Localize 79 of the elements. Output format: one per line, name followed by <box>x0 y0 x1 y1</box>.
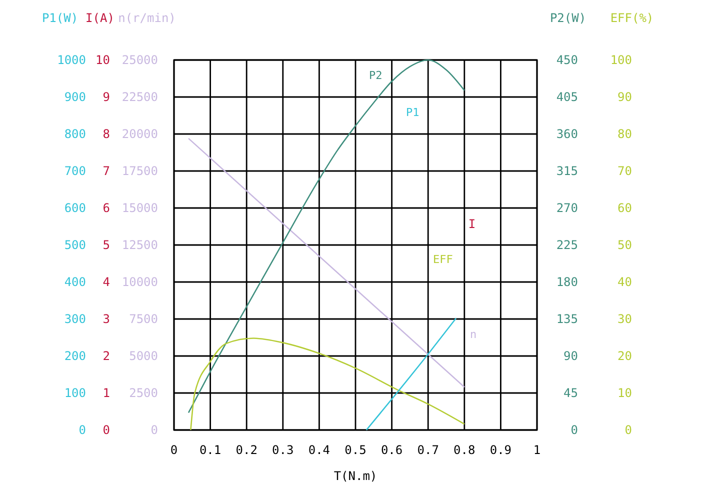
y3-tick-label: 200 <box>64 349 86 364</box>
y-tick-label: 15000 <box>122 201 158 216</box>
y3-tick-label: 900 <box>64 90 86 104</box>
y3-tick-label: 500 <box>64 238 86 252</box>
y2-axis-title: EFF(%) <box>610 11 654 25</box>
x-tick-label: 1 <box>533 443 541 457</box>
y2-tick-label: 100 <box>610 53 632 68</box>
x-tick-label: 0.8 <box>454 443 476 457</box>
y2-tick-label: 80 <box>618 127 632 142</box>
text: n <box>470 328 477 341</box>
y2-tick-label: 60 <box>618 201 632 216</box>
y2-tick-label: 225 <box>556 238 578 252</box>
y-tick-label: 5000 <box>129 349 158 364</box>
x-tick-label: 0.3 <box>272 443 294 457</box>
y3-axis-title: P1(W) <box>42 11 78 25</box>
y-tick-label: 9 <box>102 90 110 104</box>
y-tick-label: 0 <box>150 423 158 438</box>
y3-tick-label: 400 <box>64 275 86 290</box>
y-tick-label: 10000 <box>122 275 158 290</box>
text: P1 <box>406 106 420 119</box>
y2-tick-label: 450 <box>556 53 578 68</box>
y2-tick-label: 70 <box>618 164 632 178</box>
y2-tick-label: 360 <box>556 127 578 142</box>
y-tick-label: 22500 <box>122 90 158 104</box>
y2-tick-label: 405 <box>556 90 578 104</box>
x-tick-label: 0.7 <box>417 443 439 457</box>
y2-tick-label: 90 <box>564 349 578 364</box>
y3-tick-label: 100 <box>64 386 86 400</box>
y2-tick-label: 30 <box>618 312 632 326</box>
x-tick-label: 0.5 <box>344 443 366 457</box>
x-tick-label: 0.4 <box>308 443 330 457</box>
y2-tick-label: 0 <box>624 423 632 438</box>
y-tick-label: 17500 <box>122 164 158 178</box>
y-tick-label: 4 <box>102 275 110 290</box>
y-tick-label: 7 <box>102 164 110 178</box>
x-tick-label: 0.1 <box>199 443 222 457</box>
y2-tick-label: 40 <box>618 275 632 290</box>
y-tick-label: 6 <box>102 201 110 216</box>
y3-tick-label: 800 <box>64 127 86 142</box>
y-tick-label: 12500 <box>122 238 158 252</box>
y-tick-label: 7500 <box>129 312 158 326</box>
y-axis-title: n(r/min) <box>118 11 176 25</box>
y2-tick-label: 135 <box>556 312 578 326</box>
x-tick-label: 0.2 <box>236 443 258 457</box>
y2-tick-label: 45 <box>564 386 578 400</box>
y-tick-label: 5 <box>102 238 110 252</box>
y2-tick-label: 315 <box>556 164 578 178</box>
y3-tick-label: 0 <box>78 423 86 438</box>
y2-tick-label: 50 <box>618 238 632 252</box>
y2-tick-label: 0 <box>570 423 578 438</box>
x-tick-label: 0.9 <box>490 443 512 457</box>
text: EFF <box>433 253 453 266</box>
y-tick-label: 2500 <box>129 386 158 400</box>
y-tick-label: 8 <box>102 127 110 142</box>
x-tick-label: 0.6 <box>380 443 403 457</box>
y2-axis-title: P2(W) <box>550 11 586 25</box>
line-series <box>190 338 466 431</box>
y-tick-label: 10 <box>96 53 110 68</box>
y3-tick-label: 600 <box>64 201 86 216</box>
y-tick-label: 0 <box>102 423 110 438</box>
y-tick-label: 3 <box>102 312 110 326</box>
y-tick-label: 2 <box>102 349 110 364</box>
y-tick-label: 20000 <box>122 127 158 142</box>
y2-tick-label: 20 <box>618 349 632 364</box>
x-axis-title: T(N.m) <box>334 469 378 483</box>
y2-tick-label: 180 <box>556 275 578 290</box>
y2-tick-label: 90 <box>618 90 632 104</box>
y-tick-label: 25000 <box>122 53 158 68</box>
y2-tick-label: 10 <box>618 386 632 400</box>
annotation: I <box>468 217 476 231</box>
series-label: P2 <box>369 69 382 82</box>
y-tick-label: 1 <box>102 386 110 400</box>
y3-tick-label: 1000 <box>57 53 86 68</box>
x-tick-label: 0 <box>170 443 178 457</box>
y3-tick-label: 300 <box>64 312 86 326</box>
y-axis-title: I(A) <box>86 11 114 25</box>
y2-tick-label: 270 <box>556 201 578 216</box>
y3-tick-label: 700 <box>64 164 86 178</box>
line-series <box>188 59 466 414</box>
